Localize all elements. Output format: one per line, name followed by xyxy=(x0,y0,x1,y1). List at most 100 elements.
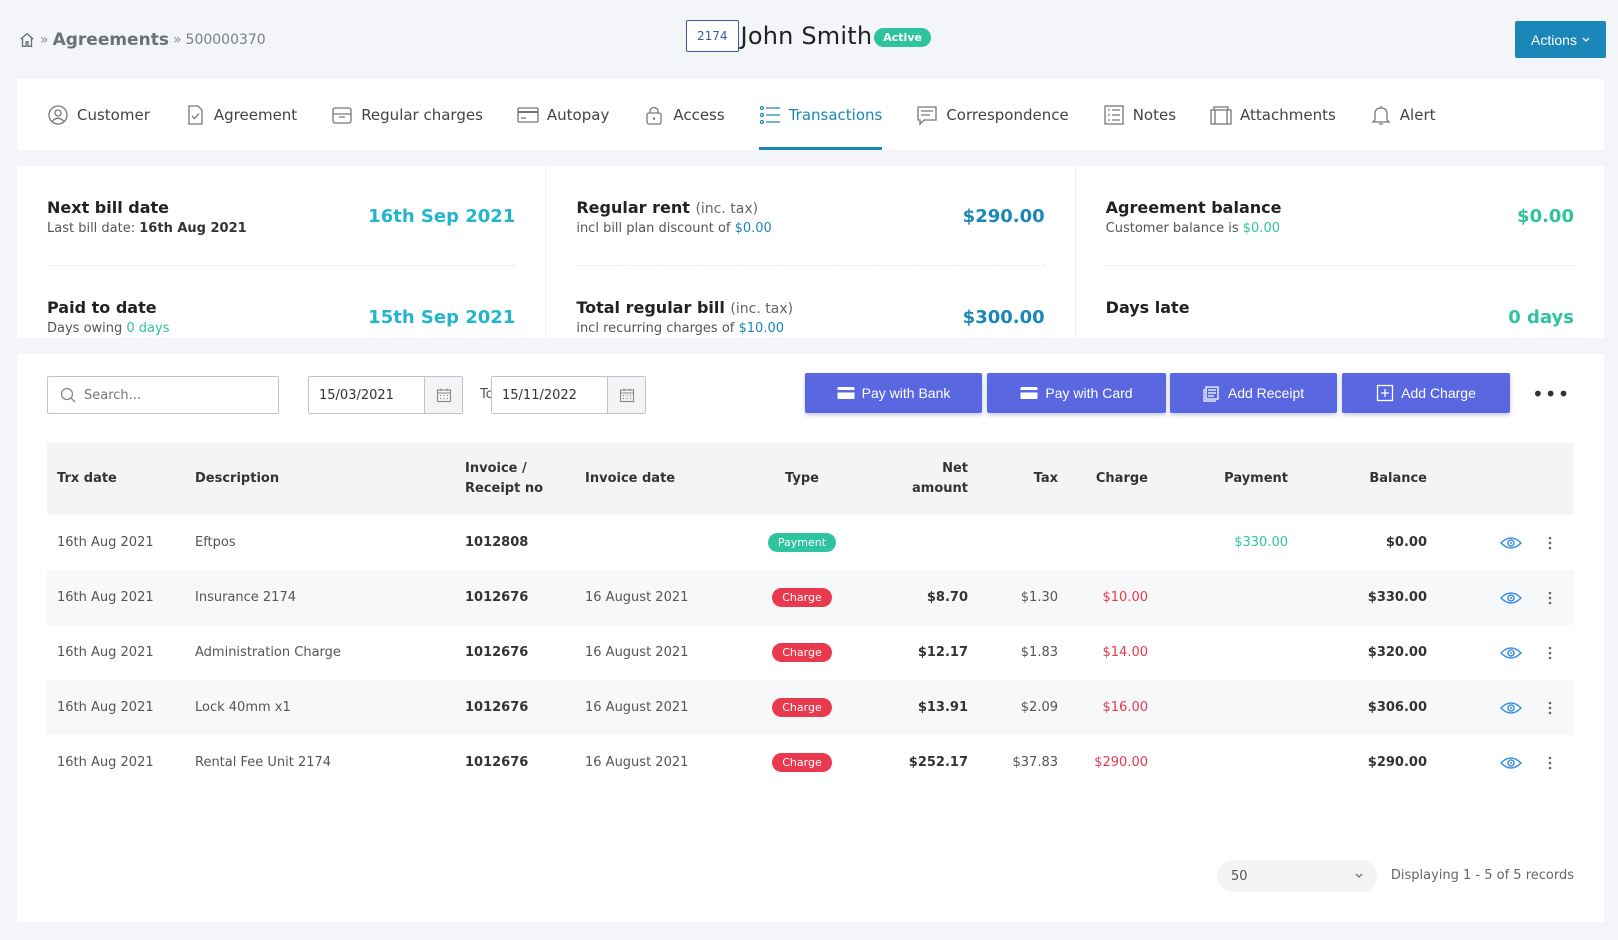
actions-button[interactable]: Actions xyxy=(1515,21,1606,58)
total-bill-value: $300.00 xyxy=(962,306,1045,328)
add-receipt-button[interactable]: Add Receipt xyxy=(1170,373,1337,413)
tab-customer[interactable]: Customer xyxy=(47,79,150,150)
cell-actions xyxy=(1437,515,1574,570)
date-from-input[interactable] xyxy=(309,377,424,413)
days-late-label: Days late xyxy=(1105,298,1190,317)
calendar-icon xyxy=(436,388,451,403)
tab-label: Agreement xyxy=(213,105,298,124)
date-to-picker[interactable] xyxy=(607,377,645,413)
more-options-button[interactable]: ••• xyxy=(1532,382,1571,406)
cell-type: Charge xyxy=(743,570,861,625)
search-input[interactable] xyxy=(84,387,264,403)
tab-attachments[interactable]: Attachments xyxy=(1210,79,1336,150)
date-range-to-label: To xyxy=(480,387,494,402)
eye-icon[interactable] xyxy=(1500,756,1522,770)
cell-net-amount: $252.17 xyxy=(908,755,968,770)
header-trx-date[interactable]: Trx date xyxy=(57,471,117,486)
search-box[interactable] xyxy=(47,376,279,414)
pay-with-bank-button[interactable]: Pay with Bank xyxy=(805,373,982,413)
header-charge[interactable]: Charge xyxy=(1095,471,1148,486)
cell-type: Charge xyxy=(743,680,861,735)
type-badge: Charge xyxy=(772,698,832,717)
cell-invoice-no: 1012676 xyxy=(465,700,529,715)
header-net-line1: Net xyxy=(942,461,968,476)
tab-label: Alert xyxy=(1399,105,1436,124)
cell-invoice-date xyxy=(575,515,743,570)
type-badge: Payment xyxy=(767,533,837,552)
table-row[interactable]: 16th Aug 2021 Insurance 2174 1012676 16 Aug… xyxy=(47,570,1574,625)
table-row[interactable]: 16th Aug 2021 Lock 40mm x1 1012676 16 Augus… xyxy=(47,680,1574,735)
breadcrumb-separator: » xyxy=(172,32,182,48)
tab-autopay[interactable]: Autopay xyxy=(517,79,609,150)
header-type[interactable]: Type xyxy=(785,471,819,486)
cell-description: Rental Fee Unit 2174 xyxy=(195,755,332,770)
total-bill-qualifier: (inc. tax) xyxy=(730,301,794,317)
header-invoice-no[interactable]: Invoice / Receipt no xyxy=(455,443,575,515)
unit-badge[interactable]: 2174 xyxy=(686,20,739,52)
eye-icon[interactable] xyxy=(1500,591,1522,605)
page-size-select[interactable]: 50 xyxy=(1217,860,1377,892)
kebab-menu-icon[interactable] xyxy=(1548,536,1552,550)
cell-payment xyxy=(1158,625,1298,680)
cell-trx-date: 16th Aug 2021 xyxy=(57,700,154,715)
cell-tax xyxy=(978,515,1068,570)
eye-icon[interactable] xyxy=(1500,646,1522,660)
date-from-field[interactable] xyxy=(308,376,463,414)
header-balance[interactable]: Balance xyxy=(1369,471,1427,486)
cell-description: Eftpos xyxy=(195,535,236,550)
date-to-input[interactable] xyxy=(492,377,607,413)
days-late-value: 0 days xyxy=(1508,306,1574,328)
table-row[interactable]: 16th Aug 2021 Rental Fee Unit 2174 1012676… xyxy=(47,735,1574,790)
header-net-amount[interactable]: Net amount xyxy=(861,443,978,515)
date-to-field[interactable] xyxy=(491,376,646,414)
page-size-value: 50 xyxy=(1231,868,1248,884)
cell-charge: $10.00 xyxy=(1102,590,1149,605)
table-row[interactable]: 16th Aug 2021 Administration Charge 101267… xyxy=(47,625,1574,680)
agreement-balance-label: Agreement balance xyxy=(1105,197,1282,217)
records-count: Displaying 1 - 5 of 5 records xyxy=(1390,868,1574,883)
kebab-menu-icon[interactable] xyxy=(1548,756,1552,770)
cell-net-amount: $12.17 xyxy=(917,645,968,660)
pay-with-card-button[interactable]: Pay with Card xyxy=(987,373,1166,413)
cell-net-amount: $13.91 xyxy=(917,700,968,715)
cell-invoice-date: 16 August 2021 xyxy=(585,755,689,770)
summary-balance: Agreement balance Customer balance is $0… xyxy=(1076,166,1604,338)
paid-to-row: Paid to date Days owing 0 days 15th Sep … xyxy=(47,292,515,342)
tab-correspondence[interactable]: Correspondence xyxy=(916,79,1069,150)
cell-charge: $14.00 xyxy=(1102,645,1149,660)
eye-icon[interactable] xyxy=(1500,536,1522,550)
cell-invoice-date: 16 August 2021 xyxy=(585,645,689,660)
header-invoice-no-line1: Invoice / xyxy=(465,461,527,476)
breadcrumb-agreements[interactable]: Agreements xyxy=(52,30,169,50)
last-bill-date: 16th Aug 2021 xyxy=(139,220,247,236)
cell-type: Payment xyxy=(743,515,861,570)
date-from-picker[interactable] xyxy=(424,377,462,413)
eye-icon[interactable] xyxy=(1500,701,1522,715)
breadcrumb-agreement-id: 500000370 xyxy=(185,32,266,48)
kebab-menu-icon[interactable] xyxy=(1548,591,1552,605)
table-row[interactable]: 16th Aug 2021 Eftpos 1012808 Payment $330.00… xyxy=(47,515,1574,570)
header-tax[interactable]: Tax xyxy=(1033,471,1058,486)
tab-notes[interactable]: Notes xyxy=(1103,79,1176,150)
inbox-icon xyxy=(332,106,352,124)
kebab-menu-icon[interactable] xyxy=(1548,646,1552,660)
actions-label: Actions xyxy=(1531,31,1577,48)
regular-rent-row: Regular rent (inc. tax) incl bill plan d… xyxy=(576,192,1045,266)
document-check-icon xyxy=(188,104,203,125)
tab-access[interactable]: Access xyxy=(643,79,725,150)
discount-prefix: incl bill plan discount of xyxy=(576,220,731,236)
tab-regular-charges[interactable]: Regular charges xyxy=(331,79,483,150)
cell-invoice-date: 16 August 2021 xyxy=(585,590,689,605)
home-icon[interactable] xyxy=(18,31,36,49)
header-invoice-date[interactable]: Invoice date xyxy=(585,471,676,486)
header-description[interactable]: Description xyxy=(195,471,280,486)
tab-label: Regular charges xyxy=(361,105,483,124)
tab-alert[interactable]: Alert xyxy=(1370,79,1436,150)
tab-label: Autopay xyxy=(546,105,610,124)
kebab-menu-icon[interactable] xyxy=(1548,701,1552,715)
tab-agreement[interactable]: Agreement xyxy=(184,79,297,150)
tab-transactions[interactable]: Transactions xyxy=(758,79,882,150)
header-payment[interactable]: Payment xyxy=(1224,471,1288,486)
add-charge-button[interactable]: Add Charge xyxy=(1342,373,1510,413)
cell-tax: $2.09 xyxy=(1020,700,1058,715)
